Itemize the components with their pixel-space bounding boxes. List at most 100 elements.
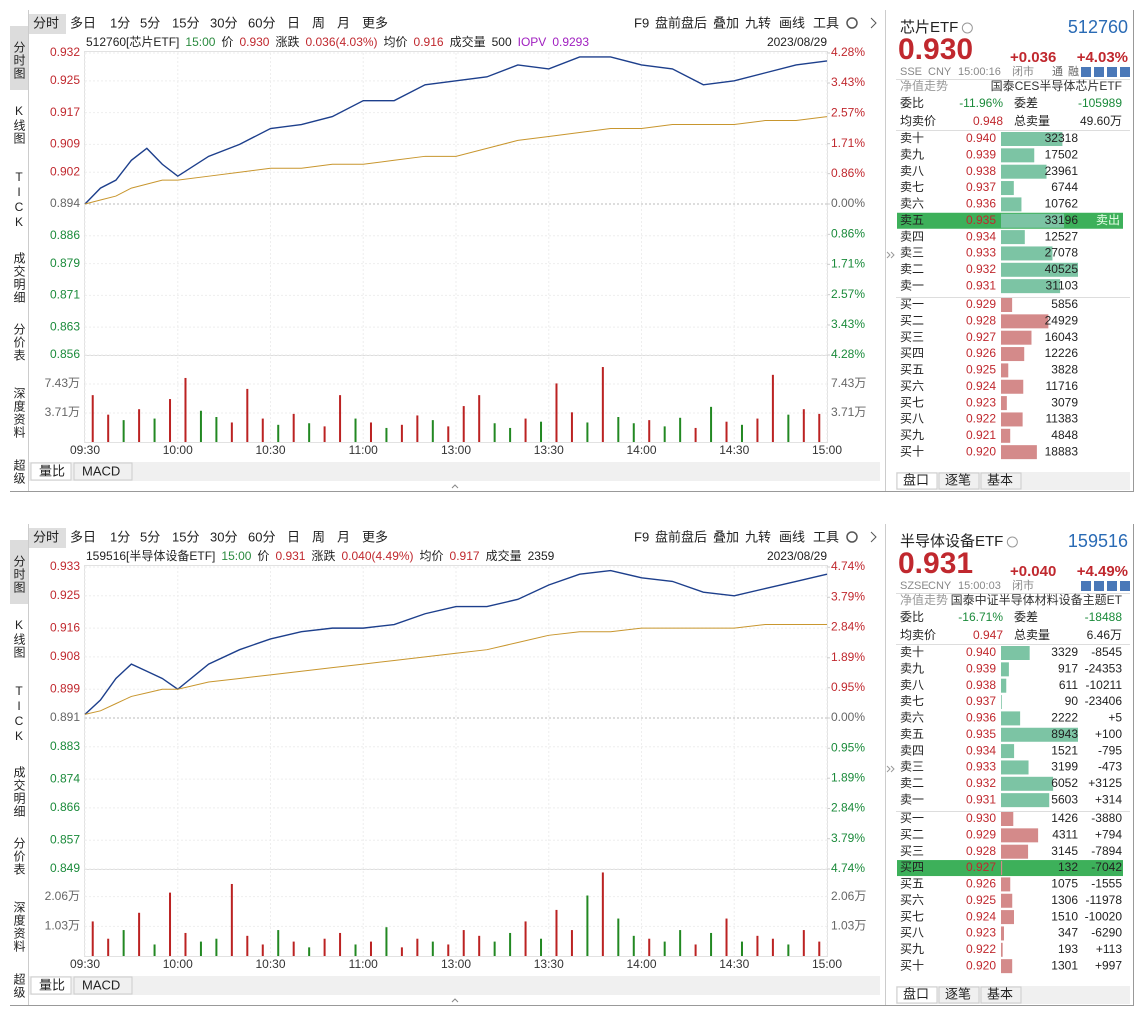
toolbar-tab[interactable]: 1分: [110, 15, 130, 30]
volume-bar: [725, 421, 728, 442]
x-tick-label: 14:00: [626, 443, 656, 457]
depth-bar: [1001, 197, 1022, 212]
volume-bar: [91, 921, 94, 956]
indicator-tab[interactable]: MACD: [82, 977, 120, 992]
side-tab[interactable]: 超级: [12, 459, 26, 485]
book-tab[interactable]: 盘口: [903, 986, 929, 1001]
side-tab[interactable]: 分价表: [12, 836, 26, 876]
level-price: 0.938: [966, 164, 996, 178]
toolbar-tab[interactable]: 分时: [33, 15, 59, 30]
depth-bar: [1001, 678, 1007, 693]
volume-bar: [138, 409, 141, 442]
book-tab[interactable]: 基本: [987, 472, 1013, 487]
toolbar-button[interactable]: 工具: [813, 529, 839, 544]
volume-bar: [107, 938, 110, 956]
toolbar-tab[interactable]: 周: [312, 15, 325, 30]
toolbar-button[interactable]: F9: [634, 529, 649, 544]
toolbar-button[interactable]: 九转: [745, 529, 771, 544]
indicator-tab[interactable]: MACD: [82, 463, 120, 478]
toolbar-tab[interactable]: 5分: [140, 529, 160, 544]
toolbar-button[interactable]: 画线: [779, 529, 805, 544]
toolbar-button[interactable]: 九转: [745, 15, 771, 30]
quote-meta: 15:00:16: [958, 66, 1001, 78]
side-tab[interactable]: 成交明细: [12, 766, 26, 818]
side-tab[interactable]: 分价表: [12, 322, 26, 362]
level-volume: 132: [1058, 860, 1078, 874]
level-label: 卖一: [900, 792, 924, 806]
toolbar-tab[interactable]: 多日: [70, 15, 96, 30]
level-volume: 347: [1058, 926, 1078, 940]
toolbar-tab[interactable]: 15分: [172, 15, 199, 30]
toolbar-tab[interactable]: 月: [337, 529, 350, 544]
stat-value: 0.948: [973, 114, 1003, 128]
toolbar-tab[interactable]: 5分: [140, 15, 160, 30]
toolbar-button[interactable]: 工具: [813, 15, 839, 30]
book-tab[interactable]: 基本: [987, 986, 1013, 1001]
level-price: 0.926: [966, 877, 996, 891]
toolbar-tab[interactable]: 更多: [362, 529, 388, 544]
toolbar-tab[interactable]: 30分: [210, 529, 237, 544]
nav-link[interactable]: 净值走势: [900, 592, 948, 607]
y-tick-label: 0.856: [50, 347, 80, 361]
toolbar-button[interactable]: 盘前盘后: [655, 15, 707, 30]
stat-label: 委差: [1014, 96, 1038, 110]
volume-bar: [524, 418, 527, 442]
toolbar-tab[interactable]: 60分: [248, 15, 275, 30]
toolbar-tab[interactable]: 30分: [210, 15, 237, 30]
volume-bar: [369, 941, 372, 956]
info-item: 价: [221, 35, 233, 49]
level-label: 买七: [900, 395, 924, 409]
info-item: 成交量: [450, 34, 486, 49]
indicator-tab[interactable]: 量比: [39, 463, 65, 478]
tool-icon: [1120, 581, 1130, 591]
toolbar-tab[interactable]: 月: [337, 15, 350, 30]
level-volume: 5603: [1051, 792, 1078, 806]
toolbar-button[interactable]: 叠加: [713, 529, 739, 544]
toolbar-tab[interactable]: 周: [312, 529, 325, 544]
book-tab[interactable]: 逐笔: [945, 986, 971, 1001]
side-tab[interactable]: 深度资料: [12, 901, 26, 953]
toolbar-tab[interactable]: 更多: [362, 15, 388, 30]
toolbar-tab[interactable]: 60分: [248, 529, 275, 544]
x-tick-label: 09:30: [70, 957, 100, 971]
side-tab[interactable]: 分时图: [10, 26, 28, 90]
side-tab[interactable]: K线图: [12, 617, 26, 659]
depth-bar: [1001, 695, 1002, 710]
side-tab[interactable]: 分时图: [10, 540, 28, 604]
toolbar-button[interactable]: F9: [634, 15, 649, 30]
toolbar-button[interactable]: 叠加: [713, 15, 739, 30]
level-volume: 1426: [1051, 811, 1078, 825]
volume-bar: [416, 415, 419, 442]
book-tab[interactable]: 逐笔: [945, 472, 971, 487]
stat-label: 总卖量: [1014, 114, 1050, 128]
side-tab[interactable]: TICK: [12, 170, 26, 230]
toolbar-tab[interactable]: 15分: [172, 529, 199, 544]
toolbar-tab[interactable]: 日: [287, 15, 300, 30]
toolbar-tab[interactable]: 日: [287, 529, 300, 544]
volume-bar: [91, 395, 94, 442]
tool-icon: [1107, 67, 1117, 77]
toolbar-tab[interactable]: 多日: [70, 529, 96, 544]
indicator-tab[interactable]: 量比: [39, 977, 65, 992]
volume-bar: [771, 938, 774, 956]
toolbar-button[interactable]: 画线: [779, 15, 805, 30]
volume-bar: [601, 872, 604, 956]
side-tab[interactable]: 深度资料: [12, 387, 26, 439]
volume-bar: [601, 367, 604, 442]
side-tab[interactable]: 超级: [12, 973, 26, 999]
nav-link[interactable]: 净值走势: [900, 78, 948, 93]
side-tab[interactable]: 成交明细: [12, 252, 26, 304]
x-tick-label: 10:30: [255, 443, 285, 457]
toolbar-tab[interactable]: 分时: [33, 529, 59, 544]
level-price: 0.925: [966, 893, 996, 907]
volume-bar: [369, 422, 372, 442]
side-tab[interactable]: TICK: [12, 684, 26, 744]
info-item: 2359: [528, 549, 555, 563]
volume-bar: [462, 406, 465, 442]
book-tab[interactable]: 盘口: [903, 472, 929, 487]
toolbar-button[interactable]: 盘前盘后: [655, 529, 707, 544]
toolbar-tab[interactable]: 1分: [110, 529, 130, 544]
side-tab[interactable]: K线图: [12, 103, 26, 145]
y-tick-label: 0.899: [50, 681, 80, 695]
